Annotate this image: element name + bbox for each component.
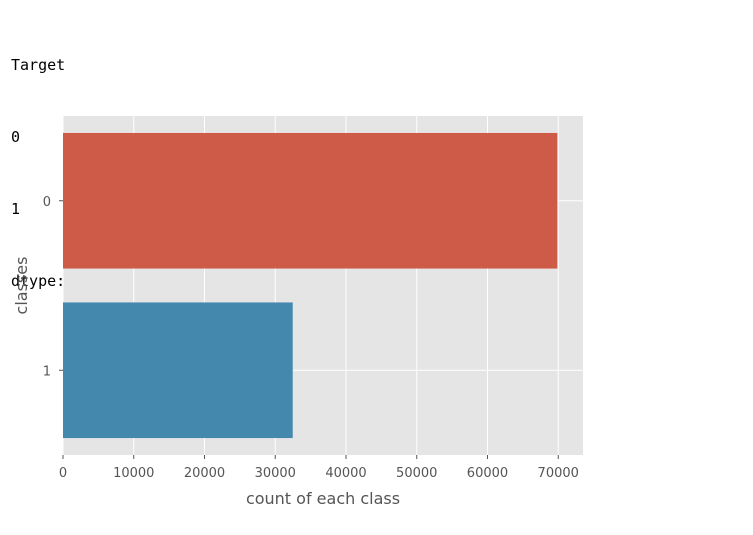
- bar-class-1: [63, 302, 293, 439]
- x-tick-label: 20000: [184, 466, 225, 481]
- x-tick-label: 70000: [538, 466, 579, 481]
- y-tick-label: 0: [43, 195, 51, 210]
- y-tick-label: 1: [43, 364, 51, 379]
- y-axis-label: classes: [12, 257, 31, 315]
- series-name: Target: [11, 56, 66, 74]
- x-tick-label: 50000: [396, 466, 437, 481]
- bar-class-0: [63, 132, 558, 269]
- x-tick-label: 60000: [467, 466, 508, 481]
- plot-area: 0 10000 20000 30000 40000 50000 60000 70000 0 1: [43, 116, 583, 481]
- row-index: 0: [11, 128, 21, 146]
- row-index: 1: [11, 200, 21, 218]
- x-axis-label: count of each class: [246, 489, 400, 508]
- x-tick-label: 10000: [113, 466, 154, 481]
- x-tick-label: 30000: [255, 466, 296, 481]
- x-tick-label: 0: [59, 466, 67, 481]
- x-tick-label: 40000: [325, 466, 366, 481]
